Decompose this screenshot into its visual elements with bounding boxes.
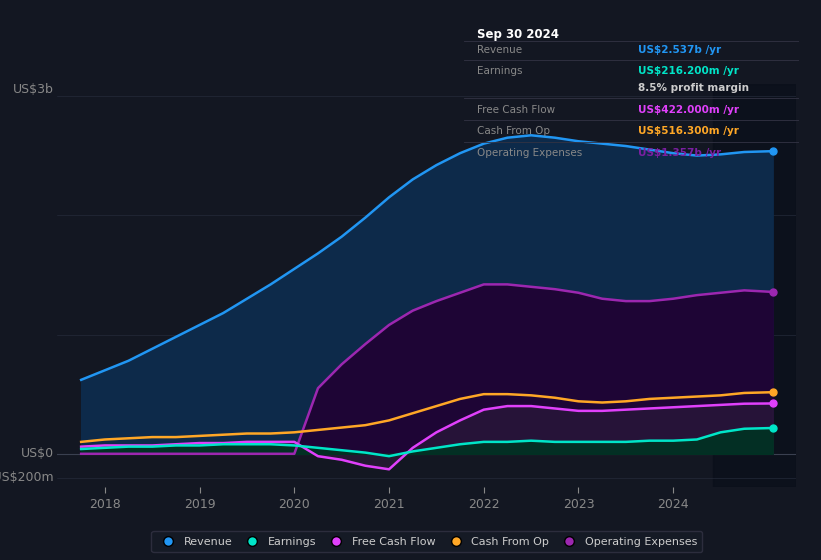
- Text: US$516.300m /yr: US$516.300m /yr: [638, 126, 739, 136]
- Bar: [713, 84, 796, 487]
- Text: US$422.000m /yr: US$422.000m /yr: [638, 105, 739, 115]
- Legend: Revenue, Earnings, Free Cash Flow, Cash From Op, Operating Expenses: Revenue, Earnings, Free Cash Flow, Cash …: [151, 531, 703, 552]
- Text: Free Cash Flow: Free Cash Flow: [477, 105, 555, 115]
- Text: Sep 30 2024: Sep 30 2024: [477, 27, 559, 40]
- Text: Earnings: Earnings: [477, 66, 523, 76]
- Text: US$3b: US$3b: [13, 83, 54, 96]
- Text: -US$200m: -US$200m: [0, 471, 54, 484]
- Text: US$2.537b /yr: US$2.537b /yr: [638, 45, 721, 54]
- Text: 8.5% profit margin: 8.5% profit margin: [638, 83, 749, 93]
- Text: US$0: US$0: [21, 447, 54, 460]
- Text: US$216.200m /yr: US$216.200m /yr: [638, 66, 739, 76]
- Text: Cash From Op: Cash From Op: [477, 126, 550, 136]
- Text: US$1.357b /yr: US$1.357b /yr: [638, 148, 721, 158]
- Text: Operating Expenses: Operating Expenses: [477, 148, 583, 158]
- Text: Revenue: Revenue: [477, 45, 522, 54]
